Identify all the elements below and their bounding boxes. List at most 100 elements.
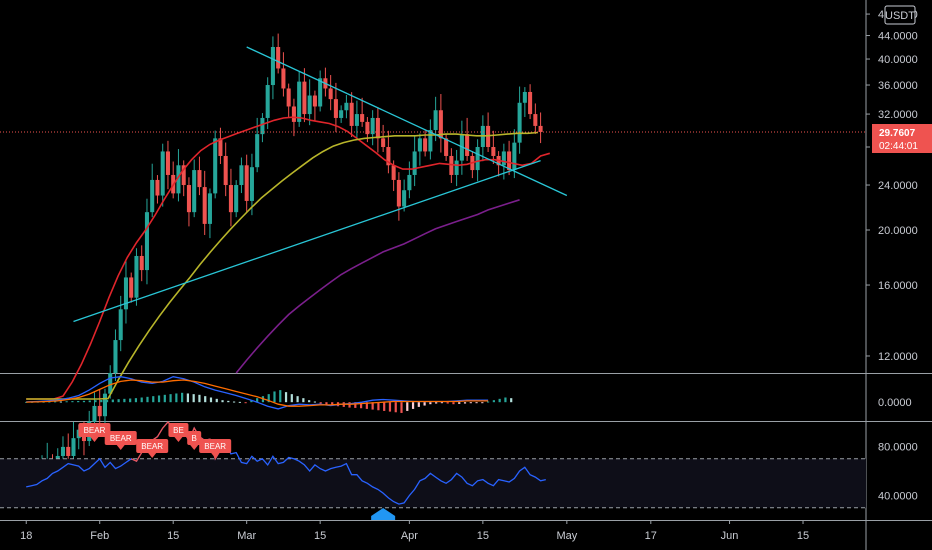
candle-body — [365, 121, 370, 135]
candle-body — [202, 187, 207, 224]
time-tick-label: 15 — [797, 530, 809, 542]
macd-histogram-bar — [111, 399, 114, 403]
macd-histogram-bar — [308, 400, 311, 403]
macd-histogram-bar — [71, 401, 74, 403]
price-tick-label: 12.0000 — [878, 351, 918, 363]
bear-label-text: BE — [173, 426, 184, 435]
candle-body — [234, 185, 239, 213]
macd-histogram-bar — [146, 396, 149, 403]
candle-body — [244, 165, 249, 201]
price-tick-label: 16.0000 — [878, 280, 918, 292]
candle-body — [302, 81, 307, 115]
bear-label-pointer — [90, 437, 99, 442]
macd-histogram-bar — [134, 398, 138, 403]
macd-histogram-bar — [302, 398, 305, 403]
macd-histogram-bar — [504, 397, 507, 403]
macd-histogram-bar — [469, 402, 472, 404]
candle-body — [270, 47, 275, 86]
candle-body — [291, 106, 296, 122]
moving-average-line — [26, 131, 539, 400]
candle-body — [213, 138, 218, 194]
macd-histogram-bar — [209, 397, 213, 403]
macd-histogram-bar — [458, 402, 461, 404]
macd-histogram-bar — [313, 401, 317, 403]
candle-body — [438, 110, 443, 139]
macd-pane — [25, 376, 513, 413]
candle-body — [512, 142, 517, 171]
candle-body — [160, 151, 165, 196]
macd-histogram-bar — [492, 400, 495, 403]
macd-histogram-bar — [88, 400, 91, 403]
candle-body — [255, 134, 260, 168]
time-tick-label: May — [556, 530, 577, 542]
candle-body — [207, 193, 212, 224]
bear-label-pointer — [116, 445, 125, 450]
rsi-pane: BEAR BEAR BEAR BE B BEAR — [0, 421, 866, 520]
candle-body — [339, 110, 344, 118]
candle-body — [423, 138, 428, 152]
bear-label — [136, 439, 169, 453]
time-tick-label: Jun — [721, 530, 739, 542]
macd-histogram-bar — [417, 402, 420, 407]
bear-label-text: BEAR — [204, 442, 226, 451]
rsi-line — [26, 421, 546, 505]
candle-body — [381, 138, 386, 148]
candle-body — [333, 99, 338, 118]
macd-histogram-bar — [244, 402, 247, 404]
candle-body — [260, 117, 265, 135]
candle-body — [71, 438, 76, 456]
price-tick-label: 24.0000 — [878, 180, 918, 192]
candle-body — [281, 68, 286, 89]
candle-body — [192, 170, 197, 213]
candle-body — [60, 446, 66, 456]
macd-histogram-bar — [152, 396, 155, 403]
candle-body — [139, 255, 144, 271]
macd-histogram-bar — [452, 402, 455, 405]
candle-body — [517, 102, 522, 143]
macd-histogram-bar — [256, 398, 259, 403]
macd-tick-label: 0.0000 — [878, 397, 912, 409]
macd-histogram-bar — [365, 402, 368, 409]
bear-label-text: BEAR — [84, 426, 106, 435]
candle-body — [444, 138, 449, 156]
price-tick-label: 32.0000 — [878, 109, 918, 121]
candle-body — [538, 125, 543, 132]
candle-body — [176, 165, 181, 194]
candle-body — [181, 165, 186, 186]
candle-body — [522, 91, 527, 103]
candle-body — [276, 47, 281, 69]
macd-histogram-bar — [406, 402, 409, 411]
time-tick-label: Feb — [90, 530, 109, 542]
bear-label — [168, 423, 189, 437]
bear-label-text: BEAR — [110, 434, 132, 443]
macd-histogram-bar — [175, 393, 178, 403]
candle-body — [223, 155, 228, 186]
candle-body — [150, 179, 155, 213]
macd-histogram-bar — [446, 402, 449, 404]
candle-body — [417, 138, 422, 152]
candle-body — [449, 155, 454, 175]
macd-histogram-bar — [100, 399, 103, 403]
currency-badge[interactable]: USDT — [884, 5, 916, 25]
candle-body — [533, 114, 538, 126]
macd-histogram-bar — [371, 402, 374, 410]
macd-histogram-bar — [94, 400, 97, 403]
candle-body — [386, 147, 391, 166]
macd-histogram-bar — [475, 402, 478, 404]
candle-body — [249, 167, 254, 201]
macd-histogram-bar — [238, 401, 241, 403]
candle-body — [155, 179, 160, 196]
macd-histogram-bar — [400, 402, 403, 413]
time-tick-label: 15 — [167, 530, 179, 542]
macd-histogram-bar — [65, 401, 68, 403]
time-tick-label: 15 — [314, 530, 326, 542]
candle-body — [428, 129, 433, 152]
signal-line — [26, 379, 489, 407]
macd-histogram-bar — [498, 398, 501, 403]
candle-body — [465, 134, 470, 156]
macd-histogram-bar — [325, 402, 328, 405]
macd-histogram-bar — [129, 398, 132, 403]
price-tick-label: 20.0000 — [878, 225, 918, 237]
